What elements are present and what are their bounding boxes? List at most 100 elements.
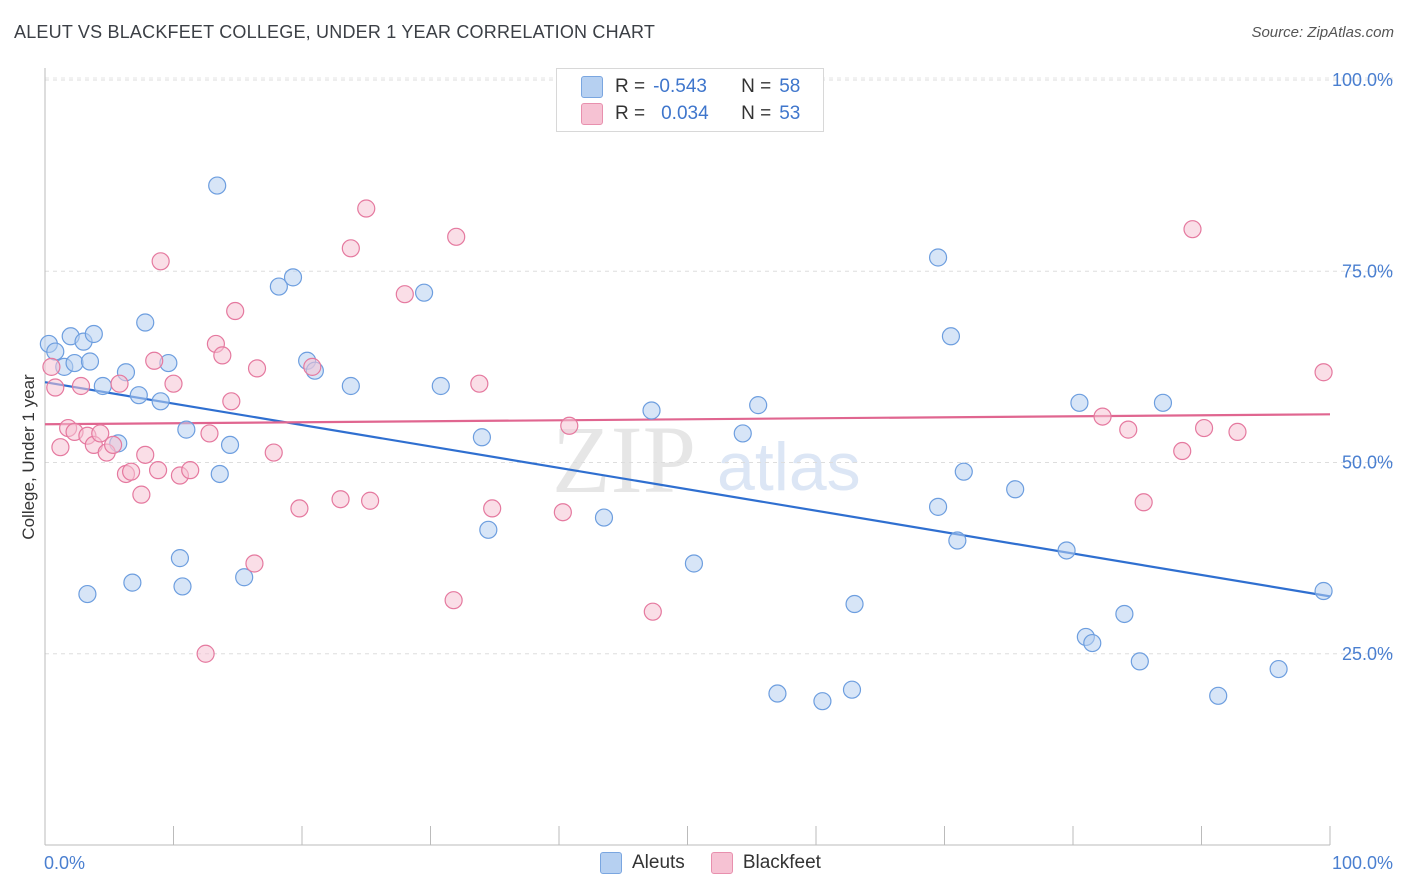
legend-n-value: 53 bbox=[779, 103, 801, 124]
point-aleuts bbox=[65, 353, 84, 373]
bottom-legend-label-blackfeet: Blackfeet bbox=[742, 852, 821, 873]
point-aleuts bbox=[1269, 659, 1288, 679]
point-aleuts bbox=[46, 342, 65, 361]
point-blackfeet bbox=[136, 445, 155, 464]
point-blackfeet bbox=[247, 359, 267, 378]
series-aleuts bbox=[39, 176, 1333, 711]
y-tick-label: 25.0% bbox=[1342, 644, 1393, 664]
point-aleuts bbox=[210, 464, 229, 484]
point-aleuts bbox=[269, 277, 288, 296]
point-aleuts bbox=[177, 420, 196, 439]
point-aleuts bbox=[813, 692, 832, 711]
point-aleuts bbox=[173, 577, 192, 596]
point-blackfeet bbox=[42, 357, 61, 376]
point-aleuts bbox=[768, 684, 787, 703]
point-blackfeet bbox=[341, 239, 360, 258]
point-aleuts bbox=[954, 462, 973, 481]
data-points bbox=[39, 176, 1333, 711]
point-blackfeet bbox=[1093, 407, 1112, 426]
point-blackfeet bbox=[447, 227, 466, 246]
trend-line-blackfeet bbox=[44, 413, 1331, 426]
point-blackfeet bbox=[164, 374, 183, 393]
point-aleuts bbox=[749, 396, 768, 415]
point-blackfeet bbox=[331, 490, 350, 509]
point-blackfeet bbox=[91, 424, 110, 443]
point-aleuts bbox=[948, 531, 967, 550]
point-blackfeet bbox=[560, 416, 579, 435]
point-aleuts bbox=[1314, 581, 1333, 601]
bottom-legend-aleuts: Aleuts bbox=[600, 852, 685, 874]
point-aleuts bbox=[1130, 652, 1149, 671]
series-blackfeet bbox=[42, 199, 1333, 663]
chart-title: ALEUT VS BLACKFEET COLLEGE, UNDER 1 YEAR… bbox=[14, 22, 656, 42]
point-aleuts bbox=[80, 352, 100, 371]
y-tick-label: 50.0% bbox=[1342, 453, 1393, 473]
point-blackfeet bbox=[181, 461, 200, 480]
point-blackfeet bbox=[51, 438, 70, 457]
point-blackfeet bbox=[151, 252, 170, 271]
legend-r-value: 0.034 bbox=[661, 103, 709, 124]
point-aleuts bbox=[220, 435, 240, 455]
legend-row-blackfeet: R = 0.034 N = 53 bbox=[581, 102, 800, 126]
point-aleuts bbox=[1083, 633, 1102, 653]
point-aleuts bbox=[479, 520, 498, 539]
point-blackfeet bbox=[1183, 220, 1202, 239]
point-blackfeet bbox=[483, 499, 502, 518]
point-blackfeet bbox=[222, 392, 241, 411]
point-blackfeet bbox=[132, 485, 151, 504]
point-aleuts bbox=[928, 248, 948, 267]
point-blackfeet bbox=[110, 374, 129, 393]
point-aleuts bbox=[283, 268, 303, 287]
x-tick-label: 100.0% bbox=[1332, 853, 1393, 873]
legend-n-label: N = bbox=[741, 76, 772, 97]
legend-r-label: R = bbox=[615, 103, 646, 124]
point-aleuts bbox=[684, 554, 704, 573]
point-aleuts bbox=[594, 508, 614, 527]
point-aleuts bbox=[93, 376, 112, 396]
point-blackfeet bbox=[1228, 422, 1247, 441]
tick-labels: 25.0% 50.0% 75.0% 100.0% 0.0% 100.0% bbox=[44, 70, 1393, 873]
axes bbox=[44, 68, 1331, 846]
point-aleuts bbox=[208, 176, 227, 195]
point-aleuts bbox=[1006, 480, 1025, 499]
watermark: ZIP atlas bbox=[552, 406, 861, 513]
bottom-legend-label-aleuts: Aleuts bbox=[632, 852, 685, 873]
y-tick-label: 75.0% bbox=[1342, 261, 1393, 281]
point-aleuts bbox=[170, 549, 190, 568]
source-label: Source: ZipAtlas.com bbox=[1251, 24, 1394, 41]
point-aleuts bbox=[1057, 541, 1076, 560]
point-blackfeet bbox=[357, 199, 376, 218]
point-aleuts bbox=[642, 401, 661, 420]
legend-swatch-blackfeet bbox=[581, 103, 603, 125]
point-aleuts bbox=[842, 680, 862, 699]
point-aleuts bbox=[1153, 393, 1173, 412]
point-aleuts bbox=[928, 497, 948, 516]
point-blackfeet bbox=[121, 462, 141, 481]
y-tick-label: 100.0% bbox=[1332, 70, 1393, 90]
trend-line-aleuts bbox=[44, 381, 1331, 598]
point-blackfeet bbox=[1119, 420, 1138, 439]
point-aleuts bbox=[1115, 604, 1134, 624]
point-aleuts bbox=[472, 428, 491, 447]
point-aleuts bbox=[1070, 393, 1089, 412]
point-blackfeet bbox=[213, 346, 232, 365]
point-blackfeet bbox=[444, 591, 463, 610]
point-blackfeet bbox=[200, 424, 219, 443]
point-blackfeet bbox=[470, 374, 489, 393]
point-aleuts bbox=[78, 584, 97, 604]
point-aleuts bbox=[414, 283, 434, 302]
y-axis-label: College, Under 1 year bbox=[19, 374, 38, 540]
point-blackfeet bbox=[226, 301, 245, 321]
point-blackfeet bbox=[71, 376, 91, 396]
point-blackfeet bbox=[1194, 418, 1214, 438]
legend-n-label: N = bbox=[741, 103, 772, 124]
point-blackfeet bbox=[264, 443, 283, 462]
point-blackfeet bbox=[196, 644, 215, 663]
trend-lines bbox=[44, 381, 1331, 598]
point-aleuts bbox=[431, 376, 450, 396]
point-blackfeet bbox=[1173, 441, 1192, 461]
point-blackfeet bbox=[245, 554, 264, 573]
point-blackfeet bbox=[1134, 493, 1153, 512]
x-tick-label: 0.0% bbox=[44, 853, 85, 873]
